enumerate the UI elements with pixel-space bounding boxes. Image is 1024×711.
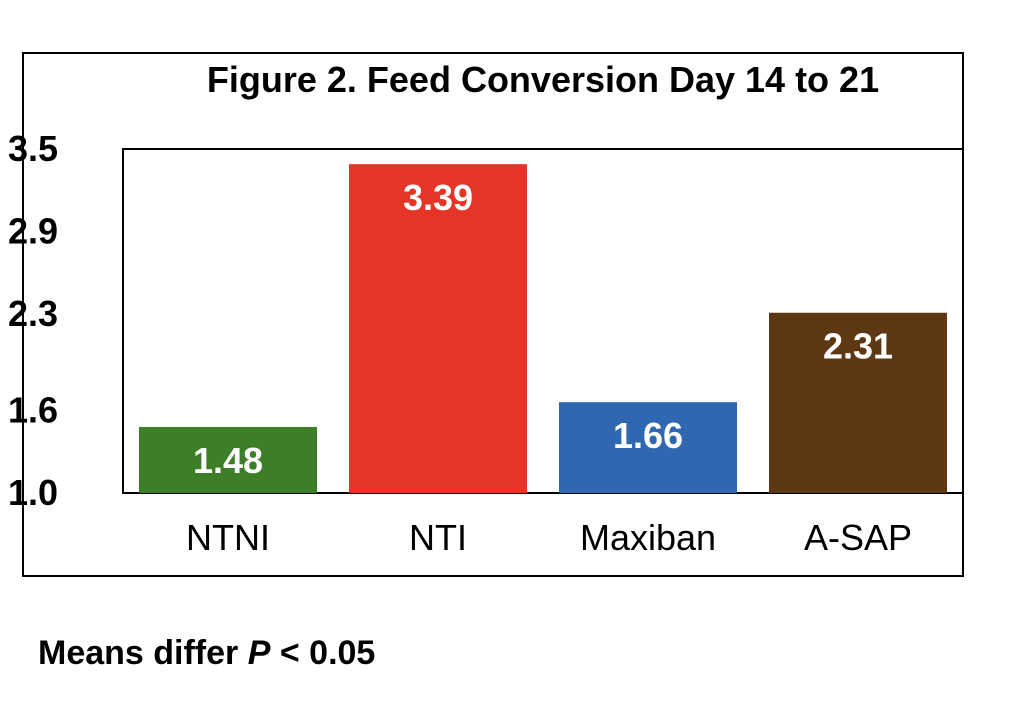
- bar-value-label: 2.31: [823, 326, 893, 367]
- bar-value-label: 1.48: [193, 440, 263, 481]
- x-axis-category-labels: NTNI NTI Maxiban A-SAP: [186, 517, 912, 558]
- y-axis-tick-labels: 1.0 1.6 2.3 2.9 3.5: [8, 128, 58, 513]
- bars: [139, 164, 947, 494]
- x-category-label: NTI: [409, 517, 467, 558]
- y-tick-label: 2.9: [8, 211, 58, 252]
- plot-area: [122, 148, 964, 494]
- y-tick-label: 1.0: [8, 472, 58, 513]
- bar-maxiban: [559, 402, 737, 493]
- x-category-label: A-SAP: [804, 517, 912, 558]
- x-category-label: Maxiban: [580, 517, 716, 558]
- y-tick-label: 1.6: [8, 389, 58, 430]
- bar-value-labels: 1.48 3.39 1.66 2.31: [193, 177, 893, 481]
- footnote-p-variable: P: [247, 634, 271, 672]
- y-tick-label: 2.3: [8, 293, 58, 334]
- y-tick-label: 3.5: [8, 128, 58, 169]
- x-category-label: NTNI: [186, 517, 270, 558]
- bar-nti: [349, 164, 527, 494]
- bar-ntni: [139, 426, 317, 493]
- significance-footnote: Means differ P < 0.05: [38, 634, 375, 673]
- bar-value-label: 3.39: [403, 177, 473, 218]
- chart-title: Figure 2. Feed Conversion Day 14 to 21: [207, 59, 879, 100]
- footnote-suffix: < 0.05: [270, 634, 376, 672]
- bar-a-sap: [769, 312, 947, 493]
- footnote-prefix: Means differ: [38, 634, 248, 672]
- bar-value-label: 1.66: [613, 415, 683, 456]
